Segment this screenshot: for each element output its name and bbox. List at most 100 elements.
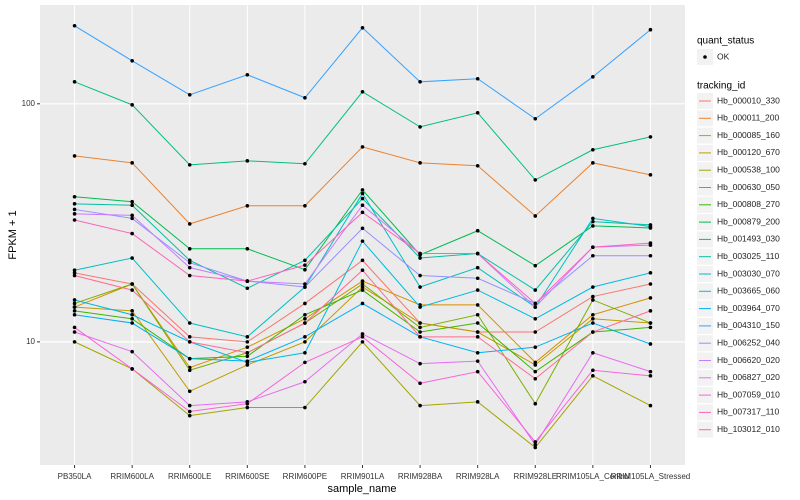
data-point: [245, 345, 250, 349]
data-point: [303, 203, 307, 208]
data-point: [303, 263, 307, 267]
data-point: [591, 298, 595, 302]
data-point: [360, 191, 365, 196]
data-point: [72, 207, 77, 212]
data-point: [533, 369, 538, 374]
data-point: [418, 361, 422, 366]
data-point: [475, 350, 480, 355]
data-point: [360, 268, 365, 273]
data-point: [130, 321, 134, 325]
data-point: [533, 330, 538, 334]
data-point: [648, 173, 653, 177]
data-point: [591, 317, 595, 321]
legend-label: Hb_003030_070: [717, 268, 780, 278]
data-point: [360, 282, 365, 286]
data-point: [245, 363, 250, 367]
data-point: [533, 317, 538, 321]
data-point: [360, 279, 365, 283]
data-point: [360, 203, 365, 208]
data-point: [245, 405, 250, 410]
data-point: [475, 335, 480, 339]
data-point: [475, 330, 480, 334]
data-point: [72, 202, 77, 206]
legend-label: OK: [717, 51, 730, 61]
data-point: [245, 350, 250, 355]
data-point: [418, 273, 422, 278]
data-point: [360, 25, 365, 30]
data-point: [245, 340, 250, 344]
data-point: [418, 161, 422, 165]
data-point: [533, 116, 538, 121]
data-point: [187, 403, 192, 408]
data-point: [591, 321, 595, 325]
data-point: [360, 226, 365, 231]
data-point: [475, 369, 480, 374]
legend-label: Hb_000538_100: [717, 164, 780, 174]
data-point: [533, 363, 538, 367]
data-point: [475, 359, 480, 363]
data-point: [591, 368, 595, 373]
data-point: [648, 342, 653, 346]
legend-label: Hb_000085_160: [717, 130, 780, 140]
data-point: [245, 286, 250, 291]
data-point: [303, 317, 307, 321]
data-point: [418, 321, 422, 325]
x-tick-label: RRIM600SE: [225, 472, 269, 481]
data-point: [591, 350, 595, 355]
data-point: [475, 303, 480, 307]
data-point: [591, 147, 595, 152]
x-tick-label: RRIM600LE: [168, 472, 212, 481]
data-point: [130, 216, 134, 221]
data-point: [475, 288, 480, 292]
data-point: [130, 199, 134, 204]
data-point: [130, 203, 134, 208]
data-point: [360, 288, 365, 292]
data-point: [418, 125, 422, 129]
data-point: [418, 256, 422, 260]
data-point: [245, 335, 250, 339]
data-point: [303, 161, 307, 166]
legend-label: Hb_003025_110: [717, 251, 780, 261]
legend-label: Hb_006620_020: [717, 355, 780, 365]
data-point: [130, 309, 134, 313]
data-point: [648, 241, 653, 245]
x-tick-label: RRIM105LA_Stressed: [611, 472, 691, 481]
data-point: [187, 163, 192, 167]
data-point: [303, 379, 307, 384]
data-point: [591, 294, 595, 299]
data-point: [418, 335, 422, 339]
data-point: [591, 253, 595, 258]
data-point: [360, 90, 365, 94]
data-point: [648, 135, 653, 139]
data-point: [130, 317, 134, 321]
data-point: [475, 265, 480, 270]
data-point: [648, 309, 653, 313]
data-point: [187, 265, 192, 270]
data-point: [72, 301, 77, 306]
data-point: [475, 312, 480, 317]
data-point: [187, 413, 192, 418]
data-point: [303, 95, 307, 100]
data-point: [648, 403, 653, 408]
data-point: [475, 76, 480, 81]
data-point: [130, 103, 134, 107]
data-point: [72, 23, 77, 28]
data-point: [648, 321, 653, 325]
data-point: [591, 216, 595, 221]
data-point: [130, 58, 134, 63]
data-point: [591, 312, 595, 317]
data-point: [533, 360, 538, 365]
legend-title: tracking_id: [697, 81, 745, 92]
data-point: [360, 335, 365, 339]
data-point: [72, 273, 77, 278]
data-point: [360, 239, 365, 243]
legend-title: quant_status: [697, 36, 754, 47]
x-tick-label: RRIM600PE: [283, 472, 327, 481]
data-point: [187, 409, 192, 414]
y-axis-title: FPKM + 1: [7, 210, 19, 259]
data-point: [360, 285, 365, 289]
data-point: [475, 228, 480, 233]
data-point: [130, 349, 134, 354]
data-point: [303, 258, 307, 263]
data-point: [648, 253, 653, 258]
